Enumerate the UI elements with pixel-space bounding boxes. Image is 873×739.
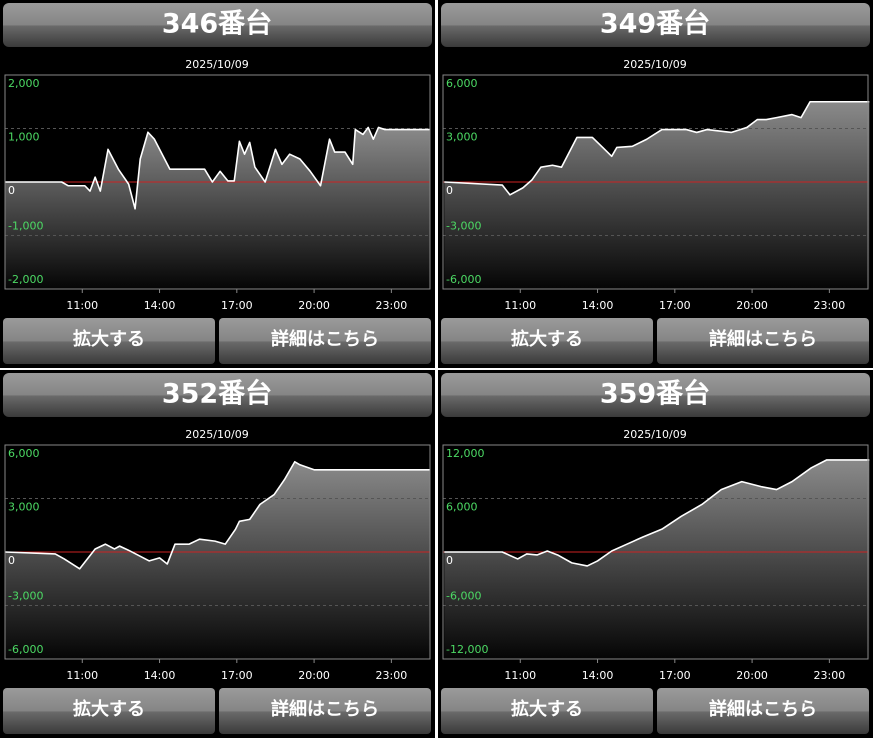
button-label: 詳細はこちら [709, 698, 817, 720]
y-tick-label: -6,000 [446, 273, 481, 286]
date: 2025/10/09 [623, 58, 686, 71]
y-tick-label: -6,000 [446, 590, 481, 603]
y-tick-label: -3,000 [8, 590, 43, 603]
x-tick-label: 14:00 [144, 669, 176, 682]
x-tick-label: 14:00 [582, 299, 614, 312]
x-tick-label: 11:00 [504, 299, 536, 312]
y-tick-label: -1,000 [8, 220, 43, 233]
y-tick-label: -3,000 [446, 220, 481, 233]
button-label: 拡大する [511, 328, 583, 350]
x-tick-label: 17:00 [659, 299, 691, 312]
x-tick-label: 23:00 [376, 299, 408, 312]
y-tick-label: 0 [8, 554, 15, 567]
button[interactable] [441, 318, 653, 364]
x-tick-label: 11:00 [504, 669, 536, 682]
area [5, 461, 430, 659]
button-label: 拡大する [73, 328, 145, 350]
button[interactable] [219, 688, 431, 734]
x-tick-label: 17:00 [659, 669, 691, 682]
plot-border [4, 74, 431, 290]
panel-title: 352番台 [162, 378, 272, 410]
y-tick-label: 3,000 [8, 501, 40, 514]
x-tick-label: 11:00 [66, 299, 98, 312]
x-tick-label: 11:00 [66, 669, 98, 682]
plot-border [4, 444, 431, 660]
title-bar [441, 3, 870, 47]
area [444, 459, 870, 659]
area [444, 101, 870, 289]
x-tick-label: 23:00 [814, 299, 846, 312]
button-label: 拡大する [511, 698, 583, 720]
y-tick-label: 0 [446, 554, 453, 567]
button[interactable] [219, 318, 431, 364]
button-label: 詳細はこちら [709, 328, 817, 350]
plot-border [442, 444, 869, 660]
panel: 349番台 2025/10/09 6,000 3,000 0 -3,000 -6,000 11… [438, 0, 873, 368]
panel-title: 359番台 [600, 378, 710, 410]
button[interactable] [3, 318, 215, 364]
line [444, 459, 870, 567]
line [5, 126, 430, 210]
x-tick-label: 20:00 [736, 669, 768, 682]
y-tick-label: 2,000 [8, 77, 40, 90]
button[interactable] [657, 318, 869, 364]
title-bar [3, 3, 432, 47]
button-label: 詳細はこちら [271, 328, 379, 350]
x-tick-label: 14:00 [144, 299, 176, 312]
y-tick-label: 0 [446, 184, 453, 197]
y-tick-label: -12,000 [446, 643, 488, 656]
y-tick-label: 3,000 [446, 131, 478, 144]
line [4, 460, 430, 570]
y-tick-label: 1,000 [8, 131, 40, 144]
x-tick-label: 14:00 [582, 669, 614, 682]
y-tick-label: 12,000 [446, 447, 485, 460]
plot-border [442, 74, 869, 290]
x-tick-label: 20:00 [298, 669, 330, 682]
panel: 352番台 2025/10/09 6,000 3,000 0 -3,000 -6,000 11… [0, 370, 435, 738]
button-label: 拡大する [73, 698, 145, 720]
y-tick-label: 6,000 [446, 77, 478, 90]
button[interactable] [657, 688, 869, 734]
y-tick-label: 6,000 [446, 501, 478, 514]
x-tick-label: 17:00 [221, 299, 253, 312]
title-bar [441, 373, 870, 417]
button[interactable] [441, 688, 653, 734]
x-tick-label: 23:00 [376, 669, 408, 682]
x-tick-label: 20:00 [298, 299, 330, 312]
x-tick-label: 17:00 [221, 669, 253, 682]
date: 2025/10/09 [185, 428, 248, 441]
title-bar [3, 373, 432, 417]
button-label: 詳細はこちら [271, 698, 379, 720]
x-tick-label: 23:00 [814, 669, 846, 682]
date: 2025/10/09 [185, 58, 248, 71]
area [5, 127, 430, 290]
panel: 359番台 2025/10/09 12,000 6,000 0 -6,000 -12,000… [438, 370, 873, 738]
panel-title: 346番台 [162, 8, 272, 40]
panel-title: 349番台 [600, 8, 710, 40]
date: 2025/10/09 [623, 428, 686, 441]
y-tick-label: 6,000 [8, 447, 40, 460]
button[interactable] [3, 688, 215, 734]
y-tick-label: 0 [8, 184, 15, 197]
y-tick-label: -2,000 [8, 273, 43, 286]
line [444, 100, 870, 196]
x-tick-label: 20:00 [736, 299, 768, 312]
panel: 346番台 2025/10/09 2,000 1,000 0 -1,000 -2,000 11… [0, 0, 435, 368]
y-tick-label: -6,000 [8, 643, 43, 656]
